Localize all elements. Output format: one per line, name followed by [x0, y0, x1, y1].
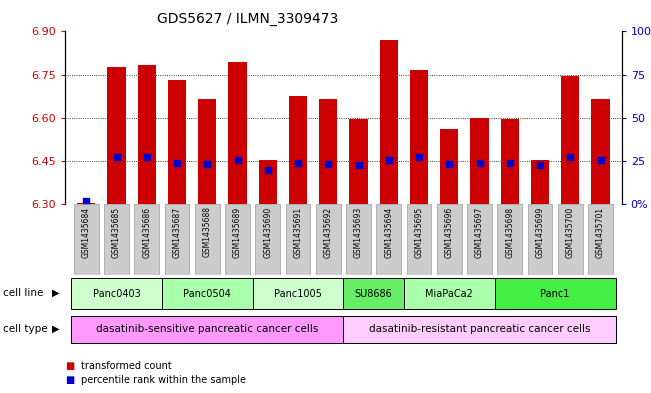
Point: [293, 160, 303, 166]
FancyBboxPatch shape: [467, 204, 492, 275]
Text: GSM1435695: GSM1435695: [415, 206, 424, 258]
FancyBboxPatch shape: [527, 204, 553, 275]
Text: GSM1435698: GSM1435698: [505, 206, 514, 257]
Text: ▶: ▶: [52, 324, 60, 334]
Bar: [319, 99, 337, 204]
Point: [232, 156, 243, 163]
Text: ■: ■: [65, 375, 74, 386]
Text: MiaPaCa2: MiaPaCa2: [425, 289, 473, 299]
Bar: [440, 129, 458, 204]
FancyBboxPatch shape: [376, 204, 401, 275]
Text: Panc1005: Panc1005: [274, 289, 322, 299]
Text: Panc0504: Panc0504: [184, 289, 231, 299]
Text: GSM1435691: GSM1435691: [294, 206, 303, 257]
Bar: [258, 160, 277, 204]
FancyBboxPatch shape: [588, 204, 613, 275]
Text: GSM1435694: GSM1435694: [384, 206, 393, 258]
Text: cell line: cell line: [3, 288, 44, 298]
FancyBboxPatch shape: [165, 204, 189, 275]
Text: GSM1435688: GSM1435688: [202, 206, 212, 257]
FancyBboxPatch shape: [497, 204, 522, 275]
Text: GSM1435690: GSM1435690: [263, 206, 272, 258]
Text: GSM1435696: GSM1435696: [445, 206, 454, 258]
Point: [172, 160, 182, 166]
FancyBboxPatch shape: [195, 204, 219, 275]
Bar: [592, 99, 609, 204]
FancyBboxPatch shape: [71, 316, 344, 343]
Point: [202, 161, 212, 167]
FancyBboxPatch shape: [558, 204, 583, 275]
FancyBboxPatch shape: [134, 204, 159, 275]
Text: Panc1: Panc1: [540, 289, 570, 299]
Text: transformed count: transformed count: [81, 361, 172, 371]
Text: GSM1435693: GSM1435693: [354, 206, 363, 258]
Bar: [471, 118, 489, 204]
Point: [565, 154, 575, 160]
FancyBboxPatch shape: [344, 278, 404, 309]
Point: [535, 162, 546, 169]
FancyBboxPatch shape: [286, 204, 311, 275]
FancyBboxPatch shape: [104, 204, 129, 275]
FancyBboxPatch shape: [404, 278, 495, 309]
Text: GSM1435687: GSM1435687: [173, 206, 182, 257]
FancyBboxPatch shape: [407, 204, 432, 275]
Text: GSM1435697: GSM1435697: [475, 206, 484, 258]
Text: GDS5627 / ILMN_3309473: GDS5627 / ILMN_3309473: [157, 12, 338, 26]
Text: GSM1435686: GSM1435686: [143, 206, 151, 257]
Point: [444, 161, 454, 167]
Text: GSM1435684: GSM1435684: [82, 206, 90, 257]
Text: Panc0403: Panc0403: [92, 289, 141, 299]
Point: [383, 156, 394, 163]
Bar: [138, 64, 156, 204]
Text: GSM1435700: GSM1435700: [566, 206, 575, 258]
Text: ▶: ▶: [52, 288, 60, 298]
Point: [414, 154, 424, 160]
FancyBboxPatch shape: [71, 278, 162, 309]
Point: [353, 162, 364, 169]
Text: SU8686: SU8686: [355, 289, 393, 299]
FancyBboxPatch shape: [344, 316, 616, 343]
FancyBboxPatch shape: [225, 204, 250, 275]
Point: [111, 154, 122, 160]
Text: percentile rank within the sample: percentile rank within the sample: [81, 375, 246, 386]
Bar: [229, 62, 247, 204]
Text: cell type: cell type: [3, 324, 48, 334]
Text: ■: ■: [65, 361, 74, 371]
Text: GSM1435689: GSM1435689: [233, 206, 242, 257]
Point: [505, 160, 515, 166]
Text: dasatinib-resistant pancreatic cancer cells: dasatinib-resistant pancreatic cancer ce…: [368, 324, 590, 334]
FancyBboxPatch shape: [255, 204, 280, 275]
Bar: [107, 68, 126, 204]
FancyBboxPatch shape: [74, 204, 99, 275]
Bar: [561, 76, 579, 204]
Text: GSM1435685: GSM1435685: [112, 206, 121, 257]
Bar: [410, 70, 428, 204]
Point: [595, 156, 605, 163]
Bar: [198, 99, 216, 204]
Point: [81, 198, 92, 205]
Bar: [350, 119, 368, 204]
Point: [262, 167, 273, 173]
FancyBboxPatch shape: [162, 278, 253, 309]
FancyBboxPatch shape: [316, 204, 340, 275]
Text: GSM1435701: GSM1435701: [596, 206, 605, 257]
Bar: [289, 96, 307, 204]
Bar: [531, 160, 549, 204]
Bar: [501, 119, 519, 204]
Bar: [380, 40, 398, 204]
Text: GSM1435692: GSM1435692: [324, 206, 333, 257]
Point: [475, 160, 485, 166]
Text: GSM1435699: GSM1435699: [536, 206, 544, 258]
Bar: [77, 203, 95, 204]
FancyBboxPatch shape: [437, 204, 462, 275]
FancyBboxPatch shape: [495, 278, 616, 309]
Point: [323, 161, 333, 167]
FancyBboxPatch shape: [253, 278, 344, 309]
Bar: [168, 81, 186, 204]
Point: [141, 154, 152, 160]
Text: dasatinib-sensitive pancreatic cancer cells: dasatinib-sensitive pancreatic cancer ce…: [96, 324, 318, 334]
FancyBboxPatch shape: [346, 204, 371, 275]
